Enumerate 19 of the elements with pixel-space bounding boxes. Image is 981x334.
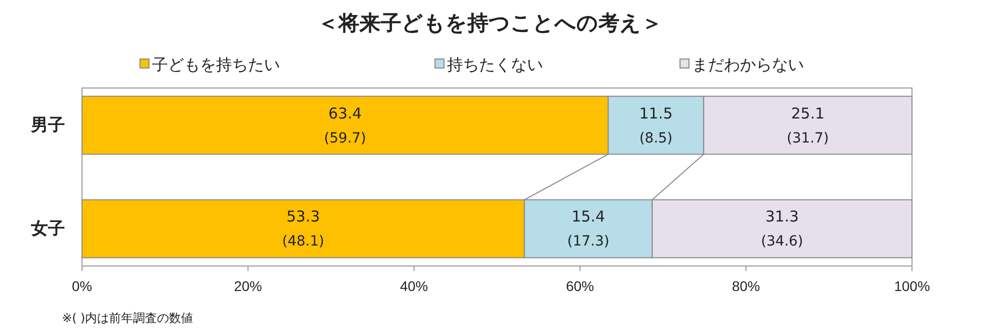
y-tick-label: 女子 (30, 219, 65, 238)
data-label: 11.5 (8.5) (639, 104, 673, 146)
x-tick-label: 20% (234, 278, 262, 294)
x-tick-label: 40% (400, 278, 428, 294)
data-label: 53.3 (48.1) (282, 208, 324, 250)
text: ※( )内は前年調査の数値 (62, 311, 194, 325)
x-tick-label: 80% (732, 278, 760, 294)
y-tick-label: 男子 (30, 116, 65, 135)
data-label: 15.4 (17.3) (567, 208, 610, 250)
chart-title: ＜将来子どもを持つことへの考え＞ (318, 11, 662, 35)
x-tick-label: 60% (566, 278, 594, 294)
legend-label: 持ちたくない (447, 55, 543, 74)
legend-label: 子どもを持ちたい (152, 55, 280, 74)
x-tick-label: 0% (72, 278, 92, 294)
data-label: 31.3 (34.6) (761, 208, 804, 250)
legend-label: まだわからない (692, 55, 804, 74)
data-label: 63.4 (59.7) (324, 104, 366, 146)
x-tick-label: 100% (894, 278, 930, 294)
data-label: 25.1 (31.7) (786, 104, 829, 146)
